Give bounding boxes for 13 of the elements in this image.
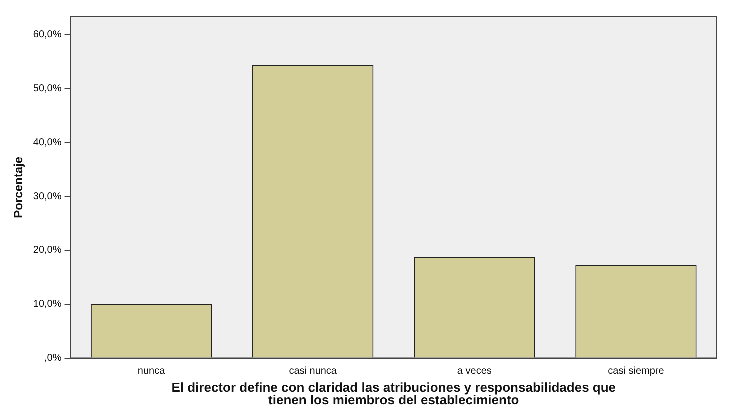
y-tick-label: 50,0% — [33, 83, 62, 94]
y-axis-title: Porcentaje — [12, 156, 26, 218]
y-tick-label: 30,0% — [33, 191, 62, 202]
y-tick-label: 10,0% — [33, 299, 62, 310]
x-tick-label: nunca — [138, 366, 166, 378]
y-tick-label: 20,0% — [33, 245, 62, 256]
x-tick-label: casi nunca — [289, 366, 338, 378]
x-tick-label: a veces — [457, 366, 492, 378]
x-tick-label: casi siempre — [608, 366, 665, 378]
y-tick-label: 40,0% — [33, 137, 62, 148]
y-tick-label: 60,0% — [33, 30, 62, 41]
y-tick-label: ,0% — [44, 353, 62, 364]
x-axis-title: El director define con claridad las atribuciones y responsabilidades que tienen los miembros del establecimiento — [172, 380, 616, 408]
